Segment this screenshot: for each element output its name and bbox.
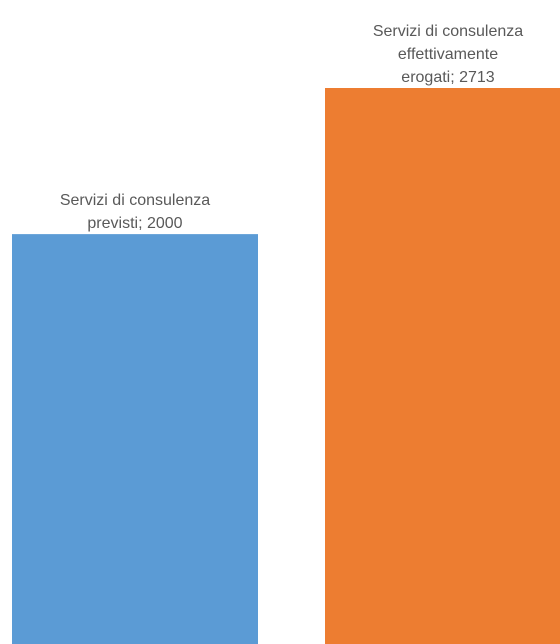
data-label-1-line-1: Servizi di consulenza: [60, 192, 210, 209]
bar-2: [325, 88, 560, 644]
data-label-2-line-1: Servizi di consulenza: [373, 23, 523, 40]
data-label-2-line-3: erogati; 2713: [401, 69, 495, 86]
data-label-1-line-2: previsti; 2000: [87, 215, 182, 232]
bar-1: [12, 234, 258, 644]
data-labels-group: Servizi di consulenza previsti; 2000Servi…: [60, 23, 523, 232]
data-label-2: Servizi di consulenza effettivamente eroga…: [373, 23, 523, 86]
bars-group: [12, 88, 560, 644]
data-label-1: Servizi di consulenza previsti; 2000: [60, 192, 210, 232]
data-label-2-line-2: effettivamente: [398, 46, 498, 63]
